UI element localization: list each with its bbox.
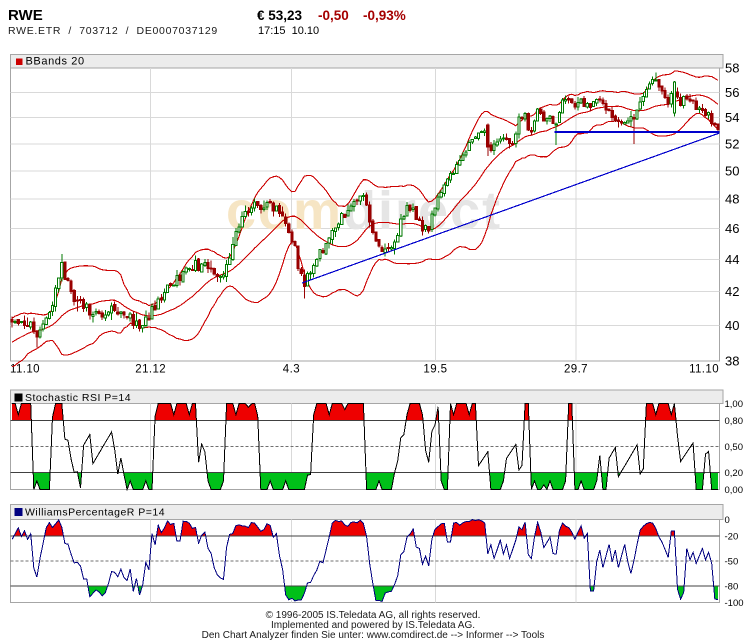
svg-text:-80: -80 <box>725 581 739 592</box>
svg-text:Den Chart Analyzer finden Sie: Den Chart Analyzer finden Sie unter: www… <box>202 630 545 641</box>
svg-text:48: 48 <box>725 192 739 207</box>
svg-text:0,00: 0,00 <box>725 485 744 496</box>
svg-text:0: 0 <box>725 515 730 526</box>
svg-text:-20: -20 <box>725 532 739 543</box>
svg-text:RWE.ETR / 703712 / DE00070: RWE.ETR / 703712 / DE0007037129 <box>8 25 218 37</box>
svg-text:50: 50 <box>725 164 739 179</box>
svg-text:11.10: 11.10 <box>689 364 719 376</box>
svg-text:40: 40 <box>725 318 739 333</box>
svg-text:1,00: 1,00 <box>725 399 744 410</box>
svg-text:comdirect: comdirect <box>226 181 502 241</box>
svg-text:19.5: 19.5 <box>423 364 447 376</box>
svg-text:4.3: 4.3 <box>283 364 300 376</box>
svg-text:-50: -50 <box>725 557 739 568</box>
svg-text:58: 58 <box>725 61 739 76</box>
svg-text:WilliamsPercentageR P=14: WilliamsPercentageR P=14 <box>25 506 165 518</box>
svg-text:56: 56 <box>725 85 739 100</box>
svg-text:52: 52 <box>725 136 739 151</box>
svg-text:Implemented and powered by IS.: Implemented and powered by IS.Teledata A… <box>271 620 475 631</box>
svg-text:0,50: 0,50 <box>725 442 744 453</box>
svg-text:-0,93%: -0,93% <box>363 8 406 23</box>
svg-text:BBands 20: BBands 20 <box>26 56 85 68</box>
svg-text:17:15 10.10: 17:15 10.10 <box>258 25 319 37</box>
svg-text:€ 53,23: € 53,23 <box>257 8 303 23</box>
svg-text:44: 44 <box>725 252 739 267</box>
svg-text:-100: -100 <box>725 598 744 609</box>
svg-text:42: 42 <box>725 284 739 299</box>
svg-text:Stochastic RSI P=14: Stochastic RSI P=14 <box>25 392 131 404</box>
svg-text:0,80: 0,80 <box>725 416 744 427</box>
svg-text:-0,50: -0,50 <box>318 8 349 23</box>
svg-text:29.7: 29.7 <box>564 364 588 376</box>
svg-text:21.12: 21.12 <box>135 364 166 376</box>
svg-text:46: 46 <box>725 221 739 236</box>
svg-text:0,20: 0,20 <box>725 468 744 479</box>
svg-text:11.10: 11.10 <box>10 364 40 376</box>
svg-text:© 1996-2005 IS.Teledata AG, al: © 1996-2005 IS.Teledata AG, all rights r… <box>266 610 481 621</box>
svg-text:RWE: RWE <box>8 7 43 24</box>
svg-text:54: 54 <box>725 110 739 125</box>
svg-text:38: 38 <box>725 354 739 369</box>
